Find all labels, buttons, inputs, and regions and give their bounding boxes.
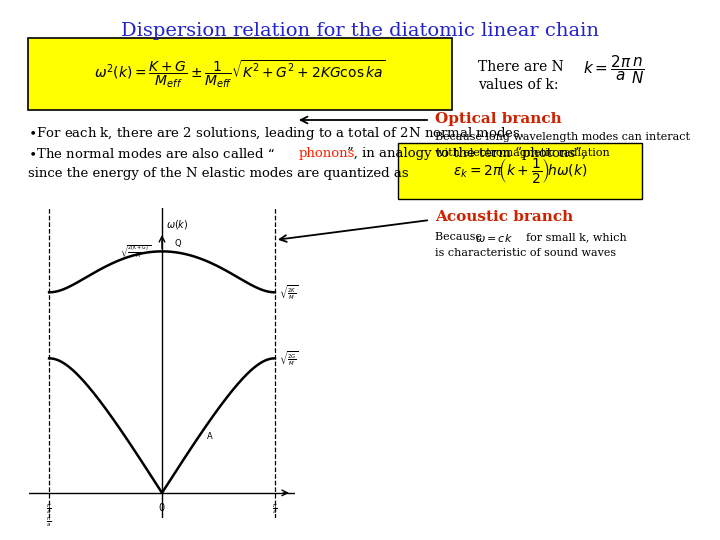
Text: $\frac{\pi}{a}$: $\frac{\pi}{a}$	[272, 502, 278, 516]
Text: $0$: $0$	[158, 501, 166, 514]
Text: is characteristic of sound waves: is characteristic of sound waves	[435, 248, 616, 258]
Text: with electromagnetic radiation: with electromagnetic radiation	[435, 148, 610, 158]
Text: A: A	[207, 432, 212, 441]
Text: Because: Because	[435, 232, 489, 242]
Text: Acoustic branch: Acoustic branch	[435, 210, 573, 224]
Text: Q: Q	[174, 239, 181, 248]
Text: There are N: There are N	[478, 60, 564, 74]
Text: Dispersion relation for the diatomic linear chain: Dispersion relation for the diatomic lin…	[121, 22, 599, 40]
Text: $\bullet$The normal modes are also called “: $\bullet$The normal modes are also calle…	[28, 147, 275, 161]
FancyBboxPatch shape	[398, 143, 642, 199]
Text: $\omega^2(k)=\dfrac{K+G}{M_{eff}}\pm\dfrac{1}{M_{eff}}\sqrt{K^2+G^2+2KG\cos ka}$: $\omega^2(k)=\dfrac{K+G}{M_{eff}}\pm\dfr…	[94, 58, 386, 90]
Text: $\varepsilon_k=2\pi\!\left(k+\dfrac{1}{2}\right)\!h\omega(k)$: $\varepsilon_k=2\pi\!\left(k+\dfrac{1}{2…	[453, 157, 588, 186]
Text: Optical branch: Optical branch	[435, 112, 562, 126]
Text: $\bullet$For each k, there are 2 solutions, leading to a total of 2N normal mode: $\bullet$For each k, there are 2 solutio…	[28, 125, 524, 142]
Text: values of k:: values of k:	[478, 78, 559, 92]
Text: since the energy of the N elastic modes are quantized as: since the energy of the N elastic modes …	[28, 167, 409, 180]
Text: $\frac{\pi}{a}$: $\frac{\pi}{a}$	[47, 515, 52, 529]
Text: $\sqrt{\frac{2(K+G)}{M}}$: $\sqrt{\frac{2(K+G)}{M}}$	[120, 244, 151, 259]
Text: $\sqrt{\frac{2K}{M}}$: $\sqrt{\frac{2K}{M}}$	[279, 283, 298, 302]
Text: $\frac{\pi}{a}$: $\frac{\pi}{a}$	[46, 502, 52, 516]
Text: $\omega(k)$: $\omega(k)$	[166, 218, 189, 231]
Text: $\sqrt{\frac{2G}{M}}$: $\sqrt{\frac{2G}{M}}$	[279, 349, 299, 368]
Text: $k=\dfrac{2\pi}{a}\dfrac{n}{N}$: $k=\dfrac{2\pi}{a}\dfrac{n}{N}$	[583, 53, 645, 86]
FancyBboxPatch shape	[28, 38, 452, 110]
Text: ”, in analogy to the term “photons”,: ”, in analogy to the term “photons”,	[347, 147, 586, 160]
Text: phonons: phonons	[299, 147, 356, 160]
Text: $\omega=ck$: $\omega=ck$	[475, 232, 513, 244]
Text: for small k, which: for small k, which	[519, 232, 626, 242]
Text: Because long wavelength modes can interact: Because long wavelength modes can intera…	[435, 132, 690, 142]
